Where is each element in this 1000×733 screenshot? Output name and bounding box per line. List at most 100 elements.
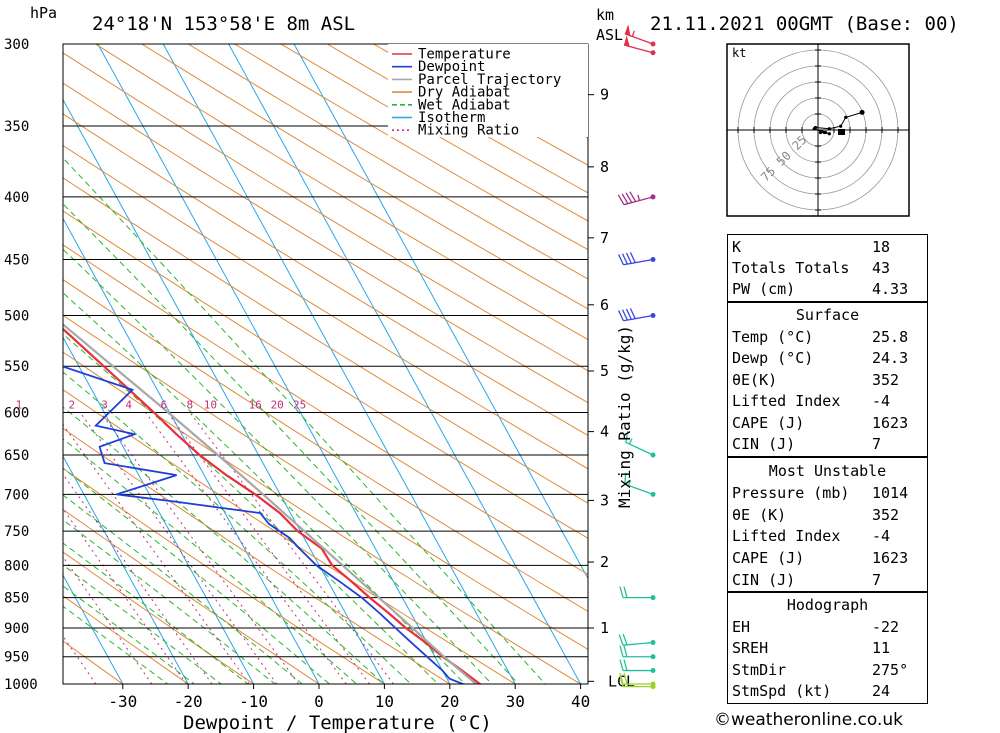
km-tick-label: 9 xyxy=(600,86,609,104)
parcel-trajectory-line xyxy=(63,323,477,684)
wind-barb xyxy=(624,24,656,47)
isotherm-line xyxy=(97,44,451,684)
wind-barb xyxy=(618,252,656,266)
wet-adiabat-line xyxy=(63,542,249,684)
most-unstable-row: Pressure (mb) 1014 xyxy=(732,484,909,502)
wet-adiabat-line xyxy=(63,605,169,684)
legend-entry: Dry Adiabat xyxy=(418,85,511,101)
wind-barb xyxy=(623,35,656,56)
most-unstable-title: Most Unstable xyxy=(768,462,887,480)
indices-panel: K 18 Totals Totals 43 PW (cm) 4.33 xyxy=(727,234,928,302)
pressure-tick-label: 600 xyxy=(4,405,29,421)
pressure-tick-label: 550 xyxy=(4,359,29,375)
isotherm-line xyxy=(63,336,255,684)
mixing-ratio-line xyxy=(63,473,213,684)
mixing-ratio-axis-label: Mixing Ratio (g/kg) xyxy=(615,325,634,508)
x-tick-label: -10 xyxy=(239,692,268,711)
mixing-ratio-line xyxy=(63,555,153,684)
hodograph-point xyxy=(839,124,843,128)
wind-barb xyxy=(619,586,656,601)
km-tick-label: 2 xyxy=(600,553,609,571)
index-row-pw: PW (cm) 4.33 xyxy=(732,280,909,298)
pressure-tick-label: 1000 xyxy=(4,677,38,693)
dry-adiabat-line xyxy=(63,595,190,684)
pressure-tick-label: 400 xyxy=(4,190,29,206)
dry-adiabat-line xyxy=(187,44,588,280)
dry-adiabat-line xyxy=(140,44,588,310)
x-tick-label: 40 xyxy=(571,692,590,711)
asl-label: ASL xyxy=(596,26,623,44)
dry-adiabat-line xyxy=(63,113,588,437)
legend-entry: Wet Adiabat xyxy=(418,97,511,113)
wet-adiabat-line xyxy=(63,248,493,684)
mixing-ratio-label: 3 xyxy=(101,398,108,411)
pressure-tick-label: 650 xyxy=(4,448,29,464)
hodograph-point xyxy=(827,132,831,136)
dry-adiabat-line xyxy=(63,467,386,684)
pressure-tick-label: 950 xyxy=(4,650,29,666)
surface-row: Temp (°C) 25.8 xyxy=(732,328,909,346)
pressure-tick-label: 700 xyxy=(4,487,29,503)
x-tick-label: -20 xyxy=(174,692,203,711)
hodograph-point xyxy=(844,115,848,119)
isotherm-line xyxy=(162,44,516,684)
isotherm-line xyxy=(63,574,124,684)
mixing-ratio-label: 8 xyxy=(186,398,193,411)
wet-adiabat-line xyxy=(63,333,439,684)
mixing-ratio-label: 1 xyxy=(16,398,23,411)
mixing-ratio-line xyxy=(145,412,347,684)
surface-title: Surface xyxy=(795,306,860,324)
km-tick-label: 6 xyxy=(600,296,609,314)
km-unit: km xyxy=(596,6,614,24)
hodograph-table-row: StmSpd (kt) 24 xyxy=(732,682,891,700)
wet-adiabat-line xyxy=(63,564,222,684)
hodograph-unit: kt xyxy=(732,46,746,60)
surface-row: Dewp (°C) 24.3 xyxy=(732,349,909,367)
km-tick-label: 4 xyxy=(600,423,609,441)
pressure-tick-label: 350 xyxy=(4,119,29,135)
hodograph-point xyxy=(827,127,831,131)
dry-adiabat-line xyxy=(63,177,588,504)
x-tick-label: 10 xyxy=(375,692,394,711)
legend-entry: Isotherm xyxy=(418,110,485,126)
dry-adiabat-line xyxy=(63,210,588,539)
legend-entry: Mixing Ratio xyxy=(418,123,519,139)
dry-adiabat-line xyxy=(94,44,588,341)
wind-barb xyxy=(617,191,656,206)
surface-row: CIN (J) 7 xyxy=(732,435,882,453)
dry-adiabat-line xyxy=(63,551,255,684)
isotherm-line xyxy=(63,98,386,684)
hodograph-table-row: EH -22 xyxy=(732,618,900,636)
mixing-ratio-line xyxy=(63,635,97,684)
hodograph-table-panel: Hodograph EH -22 SREH 11 StmDir 275° StmSpd… xyxy=(727,592,928,704)
index-row-totals: Totals Totals 43 xyxy=(732,259,891,277)
isotherm-line xyxy=(228,44,582,684)
surface-row: θE(K) 352 xyxy=(732,371,900,389)
mixing-ratio-label: 10 xyxy=(204,398,217,411)
wind-barb xyxy=(624,472,656,497)
km-tick-label: 8 xyxy=(600,158,609,176)
most-unstable-row: θE (K) 352 xyxy=(732,506,900,524)
x-tick-label: 30 xyxy=(506,692,525,711)
wet-adiabat-line xyxy=(63,371,412,684)
legend-entry: Temperature xyxy=(418,47,511,63)
pressure-lines xyxy=(63,43,588,685)
dry-adiabat-line xyxy=(63,427,451,684)
hodograph-table-title: Hodograph xyxy=(786,596,869,614)
temperature-line xyxy=(63,327,484,684)
most-unstable-panel: Most Unstable Pressure (mb) 1014 θE (K) 35… xyxy=(727,457,928,592)
pressure-tick-label: 450 xyxy=(4,253,29,269)
wind-barb xyxy=(619,659,656,674)
legend-entry: Dewpoint xyxy=(418,59,485,75)
index-row-k: K 18 xyxy=(732,238,891,256)
dry-adiabat-line xyxy=(63,279,588,612)
mixing-ratio-label: 6 xyxy=(161,398,168,411)
mixing-ratio-line xyxy=(79,412,278,684)
pressure-tick-label: 850 xyxy=(4,591,29,607)
dry-adiabat-line xyxy=(279,44,588,222)
mixing-ratio-label: 16 xyxy=(249,398,262,411)
station-location: 24°18'N 153°58'E 8m ASL xyxy=(92,13,355,35)
dry-adiabat-line xyxy=(63,82,588,404)
